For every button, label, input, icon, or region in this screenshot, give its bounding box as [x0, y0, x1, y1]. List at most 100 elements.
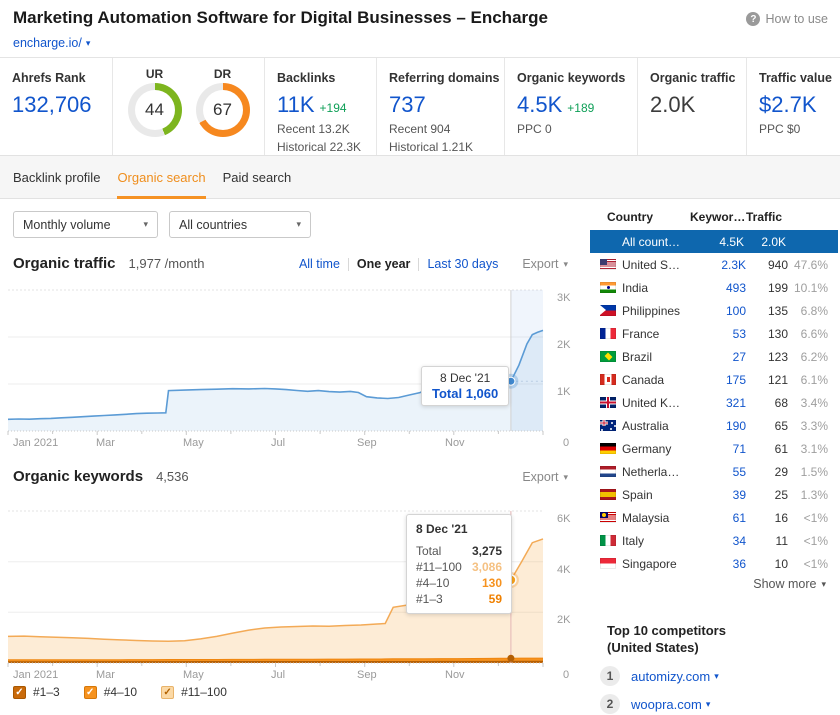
country-row-netherla[interactable]: Netherla… 55 29 1.5% — [590, 460, 840, 483]
flag-de-icon — [600, 443, 616, 454]
all-countries-label: All count… — [622, 234, 681, 249]
country-keywords[interactable]: 55 — [732, 464, 746, 479]
organic-keywords-value[interactable]: 4.5K — [517, 92, 563, 117]
country-name: Spain — [622, 487, 653, 502]
all-countries-keywords: 4.5K — [719, 234, 744, 249]
metric-ur-dr: UR 44 DR 67 — [113, 58, 265, 155]
country-keywords[interactable]: 321 — [725, 395, 746, 410]
domain-text[interactable]: encharge.io/ — [13, 36, 82, 50]
country-traffic: 199 — [767, 280, 788, 295]
legend-checkbox[interactable] — [13, 685, 26, 699]
country-share: 3.1% — [800, 441, 828, 456]
ur-donut-chart: 44 — [127, 83, 182, 137]
country-row-india[interactable]: India 493 199 10.1% — [590, 276, 840, 299]
show-more-button[interactable]: Show more — [753, 577, 826, 591]
organic-traffic-chart[interactable] — [0, 282, 583, 436]
filters-row: Monthly volume All countries — [13, 211, 311, 238]
country-keywords[interactable]: 493 — [725, 280, 746, 295]
country-row-malaysia[interactable]: Malaysia 61 16 <1% — [590, 506, 840, 529]
country-row-canada[interactable]: Canada 175 121 6.1% — [590, 368, 840, 391]
country-row-united-k[interactable]: United K… 321 68 3.4% — [590, 391, 840, 414]
country-keywords[interactable]: 175 — [725, 372, 746, 387]
country-row-france[interactable]: France 53 130 6.6% — [590, 322, 840, 345]
section-tabs: Backlink profile Organic search Paid searc… — [0, 155, 840, 199]
country-share: <1% — [803, 556, 828, 571]
range-separator — [418, 257, 420, 271]
country-keywords[interactable]: 36 — [732, 556, 746, 571]
tooltip-total: Total 1,060 — [432, 386, 499, 401]
metrics-bar: Ahrefs Rank 132,706 UR 44 DR 67 Backlink… — [0, 57, 840, 155]
metric-referring-domains: Referring domains 737 Recent 904 Histori… — [377, 58, 505, 155]
country-keywords[interactable]: 61 — [732, 510, 746, 525]
country-keywords[interactable]: 53 — [732, 326, 746, 341]
country-row-germany[interactable]: Germany 71 61 3.1% — [590, 437, 840, 460]
country-share: 6.1% — [800, 372, 828, 387]
header-country[interactable]: Country — [607, 210, 653, 224]
country-keywords[interactable]: 34 — [732, 533, 746, 548]
header-keywords[interactable]: Keywor… — [690, 210, 746, 224]
backlinks-historical: Historical 22.3K — [277, 140, 362, 154]
country-row-singapore[interactable]: Singapore 36 10 <1% — [590, 552, 840, 575]
country-row-brazil[interactable]: Brazil 27 123 6.2% — [590, 345, 840, 368]
range-last-30-days[interactable]: Last 30 days — [427, 257, 499, 271]
x-axis-label: Sep — [357, 669, 377, 681]
range-one-year[interactable]: One year — [356, 257, 411, 271]
legend-checkbox[interactable] — [161, 685, 175, 699]
country-keywords[interactable]: 190 — [725, 418, 746, 433]
export-label: Export — [522, 257, 559, 271]
export-button[interactable]: Export — [522, 470, 568, 484]
ahrefs-rank-value[interactable]: 132,706 — [12, 92, 92, 117]
flag-gb-icon — [600, 397, 616, 408]
backlinks-value[interactable]: 11K — [277, 92, 315, 117]
country-keywords[interactable]: 39 — [732, 487, 746, 502]
ur-donut-group: UR 44 — [127, 67, 182, 155]
referring-domains-value[interactable]: 737 — [389, 92, 426, 117]
country-traffic: 10 — [774, 556, 788, 571]
chevron-down-icon — [706, 700, 711, 709]
country-row-united-s[interactable]: United S… 2.3K 940 47.6% — [590, 253, 840, 276]
range-all-time[interactable]: All time — [298, 257, 340, 271]
how-to-use-link[interactable]: How to use — [746, 12, 828, 26]
country-keywords[interactable]: 2.3K — [721, 257, 746, 272]
country-row-all-countries[interactable]: All count… 4.5K 2.0K — [590, 230, 838, 253]
tab-organic-search[interactable]: Organic search — [117, 156, 206, 199]
flag-nl-icon — [600, 466, 616, 477]
referring-domains-historical: Historical 1.21K — [389, 140, 474, 154]
domain-link[interactable]: encharge.io/ — [13, 36, 90, 50]
x-axis-label: Jul — [271, 437, 286, 449]
metric-label: Traffic value — [759, 71, 832, 85]
how-to-use-label[interactable]: How to use — [765, 12, 828, 26]
country-row-spain[interactable]: Spain 39 25 1.3% — [590, 483, 840, 506]
x-axis-label: Mar — [96, 437, 115, 449]
dr-donut-group: DR 67 — [195, 67, 250, 155]
country-row-philippines[interactable]: Philippines 100 135 6.8% — [590, 299, 840, 322]
export-button[interactable]: Export — [522, 257, 568, 271]
competitor-item-automizy-com: 1 automizy.com — [600, 662, 840, 690]
competitor-link[interactable]: automizy.com — [631, 669, 719, 684]
country-row-italy[interactable]: Italy 34 11 <1% — [590, 529, 840, 552]
volume-select[interactable]: Monthly volume — [13, 211, 158, 238]
country-name: Singapore — [622, 556, 677, 571]
country-keywords[interactable]: 71 — [732, 441, 746, 456]
flag-us-icon — [600, 259, 616, 270]
competitor-link[interactable]: woopra.com — [631, 697, 710, 712]
country-name: Italy — [622, 533, 645, 548]
volume-select-value: Monthly volume — [23, 217, 111, 232]
country-keywords[interactable]: 27 — [732, 349, 746, 364]
country-select[interactable]: All countries — [169, 211, 311, 238]
legend-item-11-100[interactable]: #11–100 — [161, 685, 227, 699]
country-row-australia[interactable]: Australia 190 65 3.3% — [590, 414, 840, 437]
header-traffic[interactable]: Traffic — [746, 210, 783, 224]
legend-item-4-10[interactable]: #4–10 — [83, 685, 137, 699]
country-share: 10.1% — [793, 280, 828, 295]
legend-item-1-3[interactable]: #1–3 — [13, 685, 60, 699]
traffic-value-value[interactable]: $2.7K — [759, 92, 817, 117]
country-traffic: 16 — [774, 510, 788, 525]
country-keywords[interactable]: 100 — [725, 303, 746, 318]
tab-backlink-profile[interactable]: Backlink profile — [13, 169, 101, 185]
y-axis-label: 0 — [563, 437, 570, 449]
organic-keywords-title: Organic keywords — [13, 468, 144, 485]
tab-paid-search[interactable]: Paid search — [222, 169, 292, 185]
domain-dropdown-caret[interactable] — [86, 39, 91, 48]
legend-checkbox[interactable] — [83, 685, 97, 699]
